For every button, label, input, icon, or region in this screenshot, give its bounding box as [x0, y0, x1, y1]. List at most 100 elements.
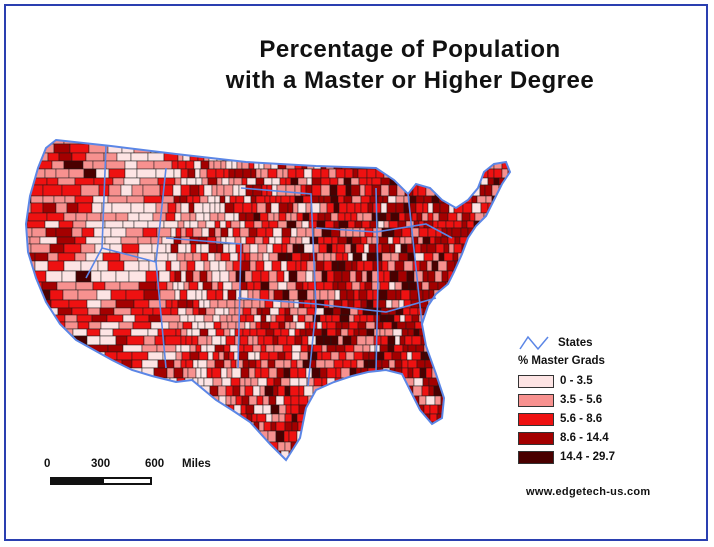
legend-class-4-label: 8.6 - 14.4 — [560, 432, 609, 444]
county-cell — [357, 168, 368, 179]
county-cell — [150, 236, 163, 245]
county-cell — [164, 335, 182, 346]
county-cell — [514, 169, 516, 178]
county-cell — [267, 152, 278, 162]
county-cell — [223, 359, 232, 369]
county-cell — [102, 252, 121, 262]
county-cell — [399, 314, 406, 323]
county-cell — [315, 281, 325, 291]
county-cell — [229, 328, 236, 337]
county-cell — [26, 441, 31, 452]
county-cell — [383, 351, 393, 361]
county-cell — [462, 202, 473, 214]
county-cell — [471, 289, 478, 301]
county-cell — [261, 307, 271, 316]
county-cell — [506, 227, 510, 238]
county-cell — [286, 252, 293, 262]
county-cell — [64, 385, 80, 397]
county-cell — [206, 404, 216, 415]
county-cell — [432, 461, 438, 471]
county-cell — [355, 140, 365, 145]
county-cell — [156, 395, 173, 406]
county-cell — [411, 430, 418, 443]
county-cell — [512, 300, 516, 308]
county-cell — [505, 404, 510, 415]
county-cell — [513, 442, 516, 451]
county-cell — [343, 195, 353, 204]
county-cell — [365, 128, 374, 137]
county-cell — [507, 281, 510, 291]
county-cell — [479, 359, 488, 369]
county-cell — [163, 220, 179, 229]
county-cell — [457, 140, 466, 145]
county-cell — [197, 220, 207, 229]
county-cell — [265, 344, 275, 353]
county-cell — [64, 195, 76, 204]
county-cell — [320, 184, 331, 197]
county-cell — [218, 471, 223, 478]
county-cell — [462, 441, 471, 452]
county-cell — [153, 385, 174, 397]
county-cell — [326, 321, 337, 330]
county-cell — [261, 220, 270, 229]
county-cell — [498, 344, 507, 353]
county-cell — [514, 153, 516, 161]
county-cell — [284, 321, 291, 330]
county-cell — [83, 421, 103, 432]
county-cell — [282, 143, 293, 154]
county-cell — [310, 195, 320, 204]
county-cell — [253, 314, 262, 323]
county-cell — [39, 377, 53, 387]
county-cell — [363, 413, 371, 423]
county-cell — [207, 252, 216, 262]
county-cell — [272, 140, 282, 145]
county-cell — [227, 227, 234, 238]
county-cell — [436, 140, 447, 145]
county-cell — [130, 202, 145, 214]
county-cell — [129, 128, 140, 137]
county-cell — [291, 143, 298, 154]
county-cell — [107, 385, 120, 397]
county-cell — [249, 140, 258, 145]
county-cell — [504, 450, 510, 460]
county-cell — [430, 328, 439, 337]
county-cell — [505, 328, 510, 337]
county-cell — [135, 385, 155, 397]
county-cell — [352, 252, 363, 262]
county-cell — [26, 143, 29, 154]
county-cell — [252, 335, 259, 346]
county-cell — [321, 461, 329, 471]
county-cell — [249, 252, 259, 262]
county-cell — [495, 413, 503, 423]
county-cell — [497, 404, 507, 415]
county-cell — [502, 299, 510, 309]
county-cell — [276, 168, 284, 179]
county-cell — [213, 471, 218, 478]
county-cell — [160, 421, 180, 432]
county-cell — [159, 289, 176, 301]
county-cell — [488, 377, 499, 387]
county-cell — [86, 328, 101, 337]
county-cell — [369, 413, 378, 423]
county-cell — [280, 377, 291, 387]
county-cell — [46, 212, 65, 222]
county-cell — [515, 308, 516, 315]
county-cell — [366, 236, 373, 245]
county-cell — [220, 227, 229, 238]
county-cell — [276, 152, 287, 162]
county-cell — [359, 314, 368, 323]
county-cell — [171, 395, 179, 406]
county-cell — [200, 243, 210, 254]
county-cell — [303, 168, 313, 179]
county-cell — [247, 471, 256, 478]
us-choropleth-map — [25, 128, 516, 478]
county-cell — [323, 195, 332, 204]
county-cell — [191, 404, 200, 415]
county-cell — [198, 404, 208, 415]
county-cell — [363, 243, 370, 254]
county-cell — [206, 140, 215, 145]
county-cell — [291, 344, 302, 353]
county-cell — [340, 307, 351, 316]
county-cell — [252, 152, 261, 162]
county-cell — [216, 461, 224, 471]
